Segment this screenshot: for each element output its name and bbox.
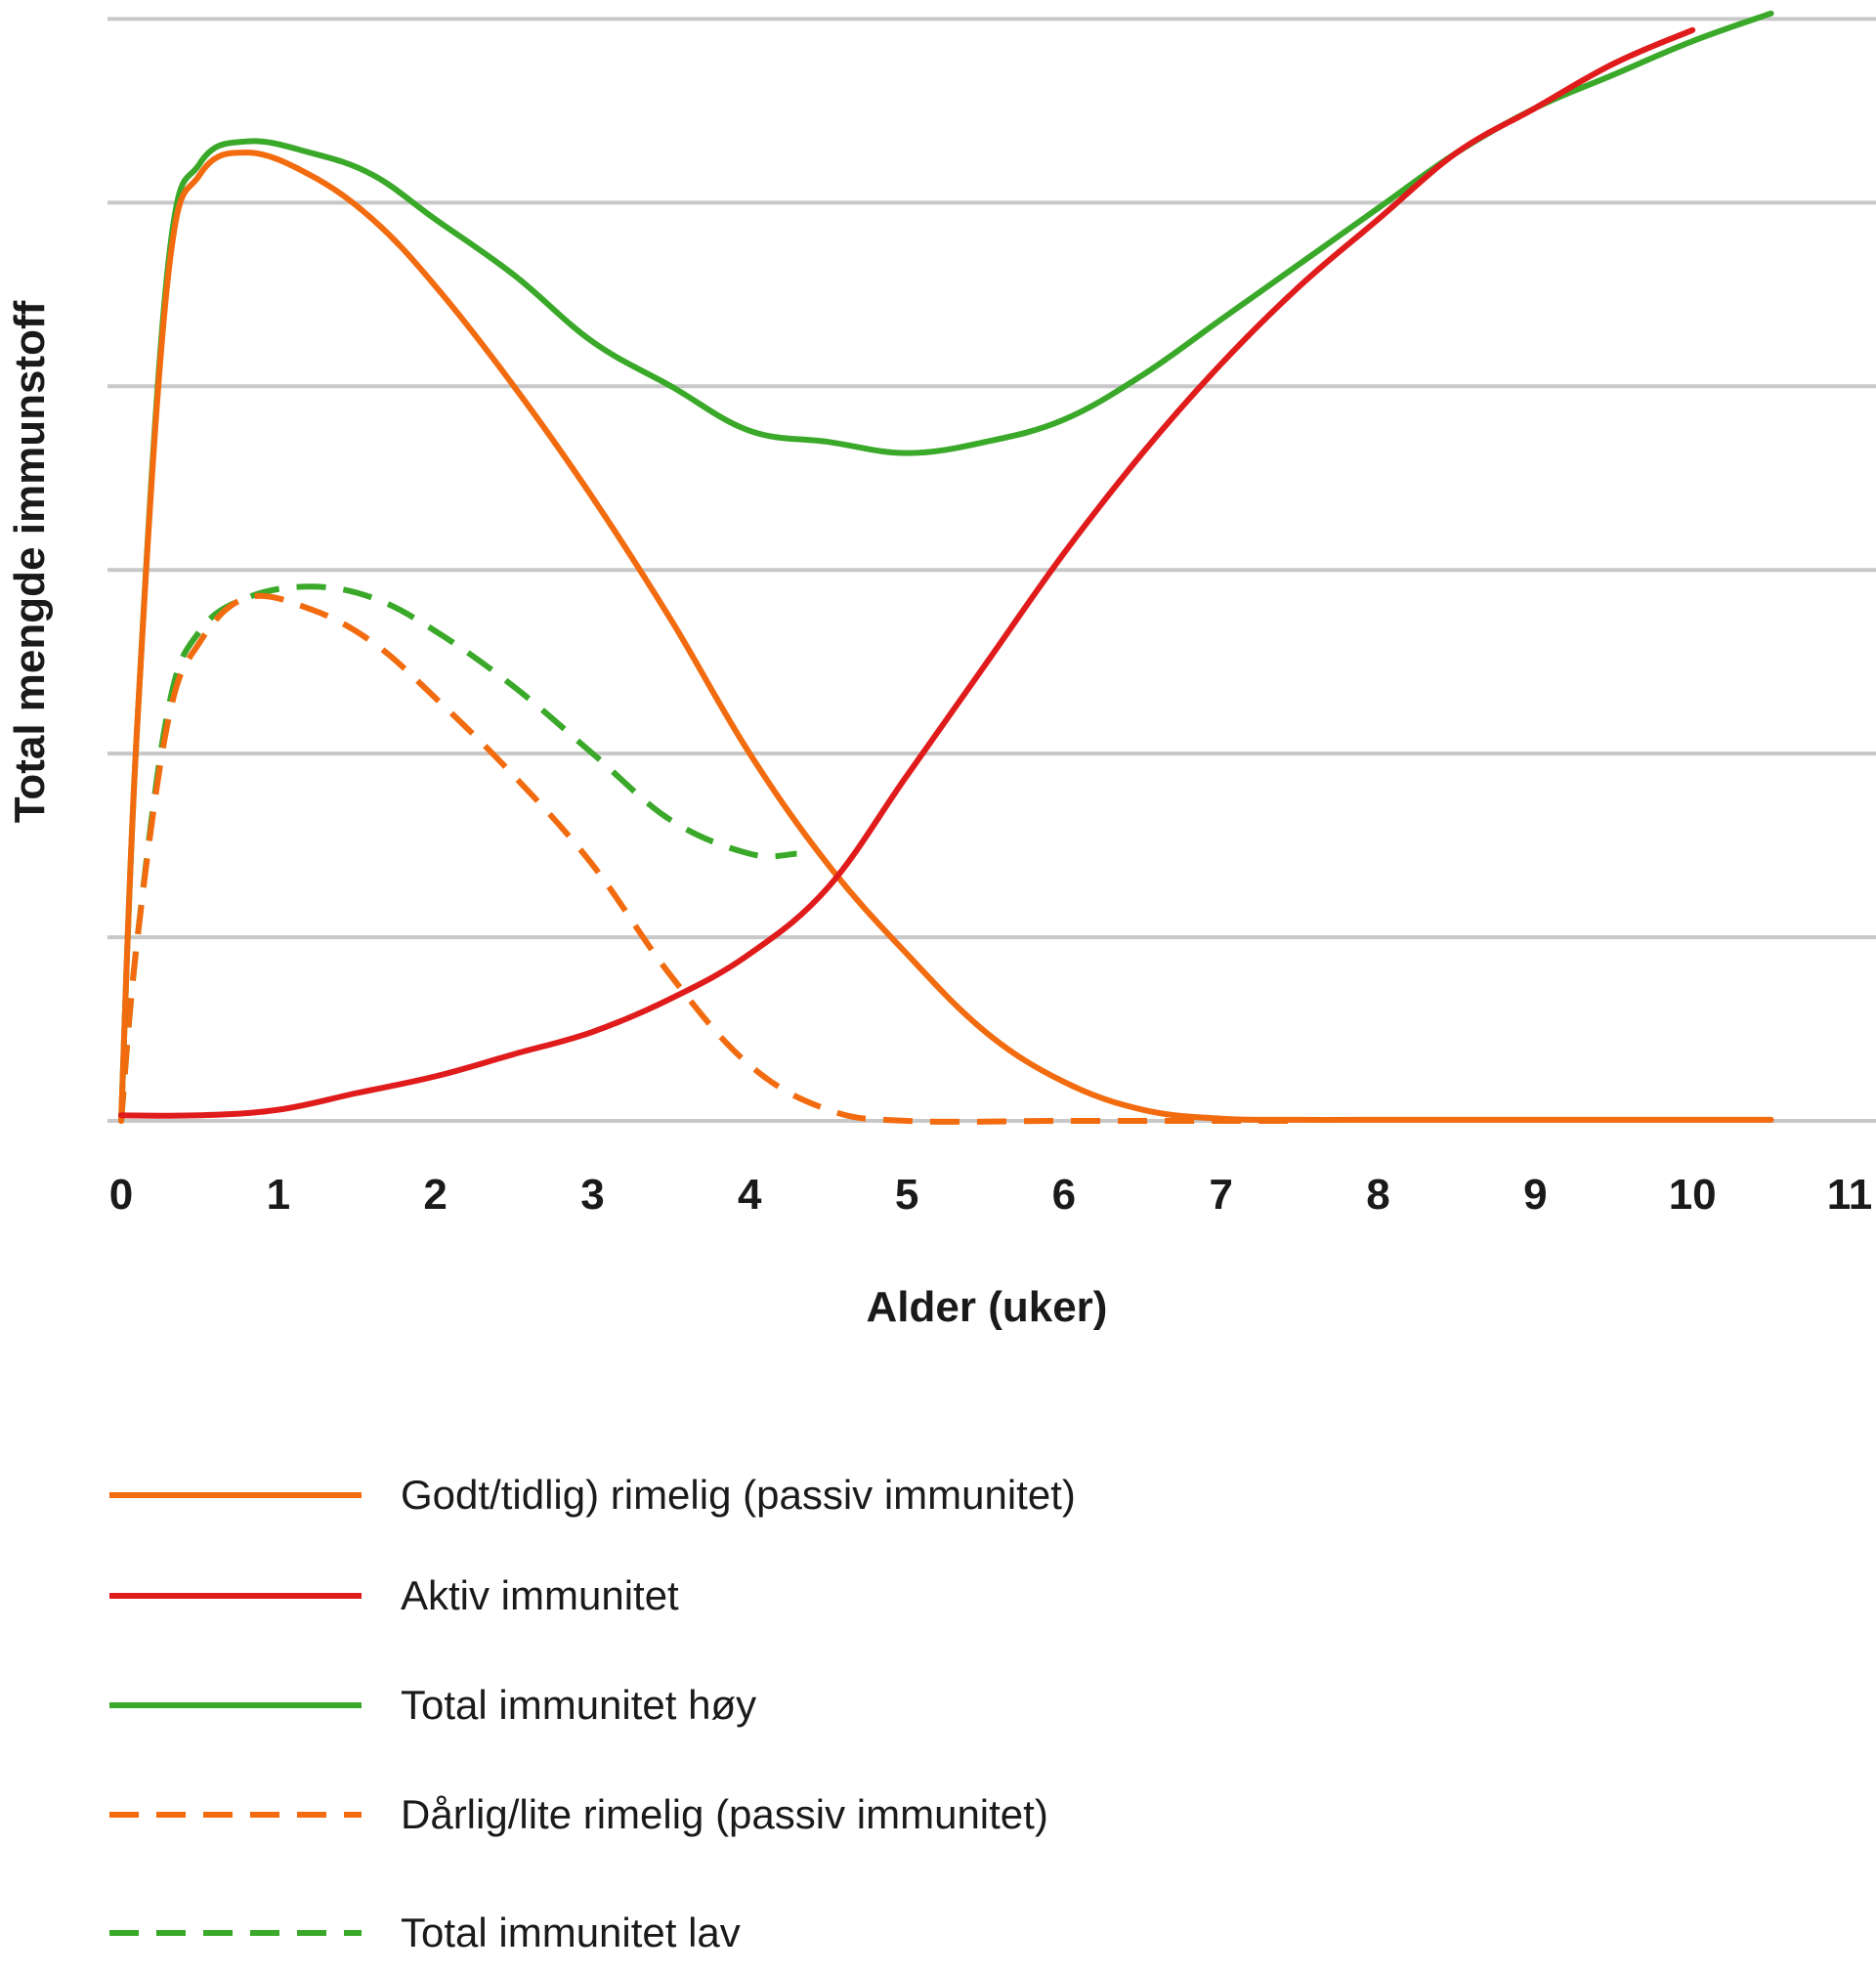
series-line-3 — [118, 10, 1774, 1124]
x-tick-label: 6 — [1052, 1171, 1076, 1219]
series-line-4 — [118, 592, 1300, 1125]
x-tick-label: 1 — [267, 1171, 290, 1219]
legend-label: Godt/tidlig) rimelig (passiv immunitet) — [401, 1472, 1076, 1518]
series-line-2 — [118, 26, 1696, 1119]
grid-lines — [107, 17, 1876, 1123]
legend-label: Dårlig/lite rimelig (passiv immunitet) — [401, 1791, 1048, 1837]
x-tick-label: 8 — [1366, 1171, 1389, 1219]
x-tick-labels: 0 1 2 3 4 5 6 7 8 9 10 11 — [109, 1171, 1873, 1219]
x-tick-label: 3 — [580, 1171, 604, 1219]
x-tick-label: 9 — [1523, 1171, 1547, 1219]
x-tick-label: 5 — [895, 1171, 918, 1219]
series-lines — [118, 10, 1774, 1125]
x-tick-label: 7 — [1209, 1171, 1232, 1219]
series-line-1 — [118, 150, 1774, 1124]
x-tick-label: 2 — [423, 1171, 447, 1219]
legend-label: Aktiv immunitet — [401, 1572, 679, 1618]
x-axis-label: Alder (uker) — [867, 1283, 1108, 1331]
legend-label: Total immunitet høy — [401, 1682, 756, 1728]
legend-label: Total immunitet lav — [401, 1910, 741, 1955]
y-axis-label: Total mengde immunstoff — [6, 300, 54, 823]
x-tick-label: 10 — [1669, 1171, 1717, 1219]
x-tick-label: 0 — [109, 1171, 133, 1219]
x-tick-label: 11 — [1827, 1171, 1873, 1219]
x-tick-label: 4 — [738, 1171, 762, 1219]
legend: Godt/tidlig) rimelig (passiv immunitet) A… — [109, 1472, 1076, 1955]
